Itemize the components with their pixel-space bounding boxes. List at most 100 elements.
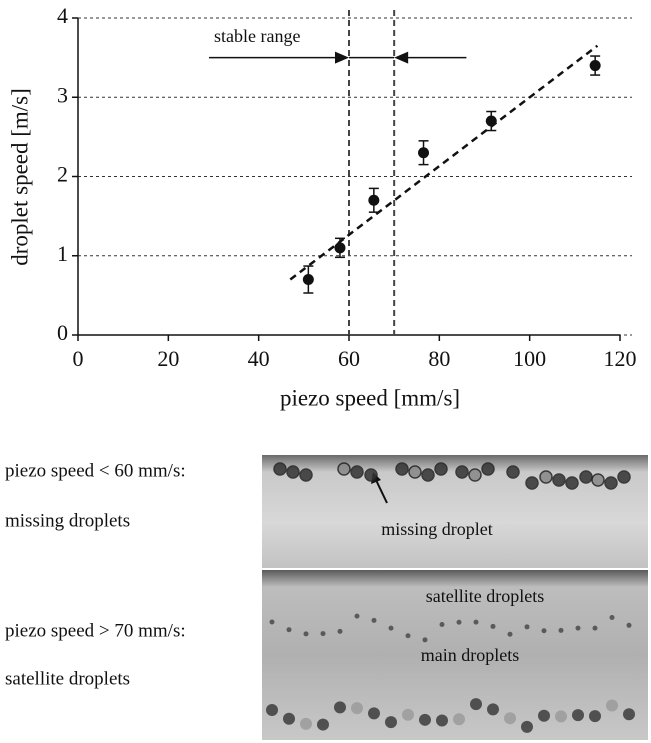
droplet-image	[266, 704, 278, 716]
droplet-image	[283, 712, 295, 725]
panel-label: main droplets	[421, 645, 519, 665]
range-arrowhead	[394, 51, 409, 64]
droplet-image	[300, 717, 312, 730]
droplet-image	[470, 698, 482, 711]
satellite-image	[575, 625, 581, 631]
satellite-image	[524, 624, 530, 630]
satellite-image	[490, 623, 496, 629]
droplet-image	[591, 473, 605, 487]
droplet-image	[468, 468, 482, 482]
data-point	[334, 242, 346, 254]
droplet-image	[436, 714, 448, 727]
droplet-image	[350, 465, 364, 479]
droplet-image	[552, 473, 566, 487]
droplet-image	[395, 462, 409, 476]
droplet-image	[337, 462, 351, 476]
droplet-image	[538, 709, 550, 722]
droplet-image	[589, 710, 601, 723]
range-arrowhead	[335, 51, 349, 64]
droplet-image	[421, 468, 435, 482]
y-tick-label: 3	[57, 82, 68, 107]
y-tick-label: 0	[57, 320, 68, 345]
droplet-image	[408, 465, 422, 479]
droplet-image	[572, 709, 584, 722]
satellite-image	[456, 619, 462, 625]
y-tick-label: 4	[57, 3, 68, 28]
pointer-arrow	[375, 479, 388, 504]
satellite-image	[303, 631, 309, 637]
droplet-image	[402, 708, 414, 721]
x-tick-label: 80	[428, 346, 450, 371]
x-tick-label: 0	[73, 346, 84, 371]
satellite-image	[320, 631, 326, 637]
droplet-image	[565, 476, 579, 490]
panel-label: satellite droplets	[426, 586, 544, 606]
droplet-image	[434, 462, 448, 476]
x-tick-label: 120	[604, 346, 637, 371]
x-tick-label: 60	[338, 346, 360, 371]
side-label: missing droplets	[5, 510, 130, 531]
droplet-image	[487, 703, 499, 716]
satellite-image	[558, 627, 564, 633]
droplet-image	[299, 468, 313, 482]
data-point	[589, 60, 601, 72]
y-axis-label: droplet speed [m/s]	[7, 88, 32, 266]
droplet-image	[604, 476, 618, 490]
satellite-image	[439, 621, 445, 627]
droplet-image	[419, 713, 431, 726]
droplet-image	[606, 699, 618, 712]
droplet-image	[351, 702, 363, 715]
chart: piezo speed [mm/s] droplet speed [m/s] 0…	[7, 3, 636, 410]
data-point	[418, 147, 430, 159]
droplet-image	[617, 470, 631, 484]
droplet-image	[385, 716, 397, 729]
droplet-image	[455, 465, 469, 479]
satellite-image	[592, 625, 598, 631]
droplet-image	[623, 708, 635, 721]
y-tick-label: 1	[57, 241, 68, 266]
droplet-image	[504, 712, 516, 725]
data-point	[302, 274, 314, 286]
satellite-image	[507, 631, 513, 637]
droplet-image	[525, 476, 539, 490]
droplet-image	[453, 713, 465, 726]
droplet-image	[273, 462, 287, 476]
satellite-image	[609, 614, 615, 620]
photo-satellite	[262, 570, 648, 740]
droplet-image	[521, 720, 533, 733]
x-tick-label: 20	[157, 346, 179, 371]
satellite-image	[422, 637, 428, 643]
satellite-image	[388, 625, 394, 631]
satellite-image	[337, 628, 343, 634]
satellite-image	[371, 617, 377, 623]
data-point	[485, 115, 497, 127]
annotation: stable range	[214, 26, 300, 46]
droplet-image	[539, 470, 553, 484]
satellite-image	[626, 622, 632, 628]
satellite-image	[405, 633, 411, 639]
droplet-image	[286, 465, 300, 479]
x-tick-label: 40	[248, 346, 270, 371]
panel-label: missing droplet	[381, 519, 493, 539]
y-tick-label: 2	[57, 162, 68, 187]
trend-line	[289, 44, 599, 281]
satellite-image	[286, 627, 292, 633]
droplet-image	[364, 468, 378, 482]
droplet-image	[368, 707, 380, 720]
photos	[262, 455, 648, 740]
droplet-image	[555, 710, 567, 723]
satellite-image	[541, 628, 547, 634]
satellite-image	[354, 613, 360, 619]
droplet-image	[481, 462, 495, 476]
x-tick-label: 100	[513, 346, 546, 371]
side-label: satellite droplets	[5, 668, 130, 689]
droplet-image	[506, 465, 520, 479]
side-label: piezo speed < 60 mm/s:	[5, 460, 186, 481]
satellite-image	[473, 619, 479, 625]
droplet-image	[317, 718, 329, 731]
x-axis-label: piezo speed [mm/s]	[280, 385, 460, 410]
side-label: piezo speed > 70 mm/s:	[5, 620, 186, 641]
droplet-image	[579, 470, 593, 484]
